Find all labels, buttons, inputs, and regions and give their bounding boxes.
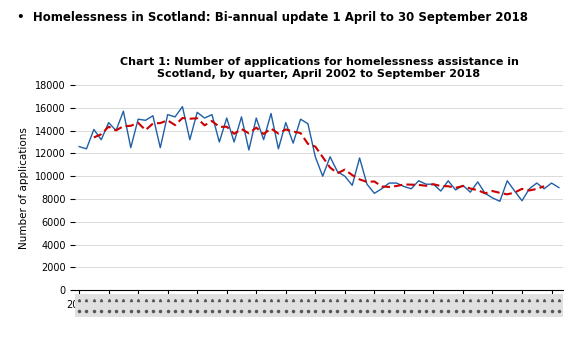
Bar [75, 294, 563, 317]
Y-axis label: Number of applications: Number of applications [19, 127, 30, 249]
Text: •  Homelessness in Scotland: Bi-annual update 1 April to 30 September 2018: • Homelessness in Scotland: Bi-annual up… [17, 11, 528, 24]
Title: Chart 1: Number of applications for homelessness assistance in
Scotland, by quar: Chart 1: Number of applications for home… [119, 57, 519, 79]
